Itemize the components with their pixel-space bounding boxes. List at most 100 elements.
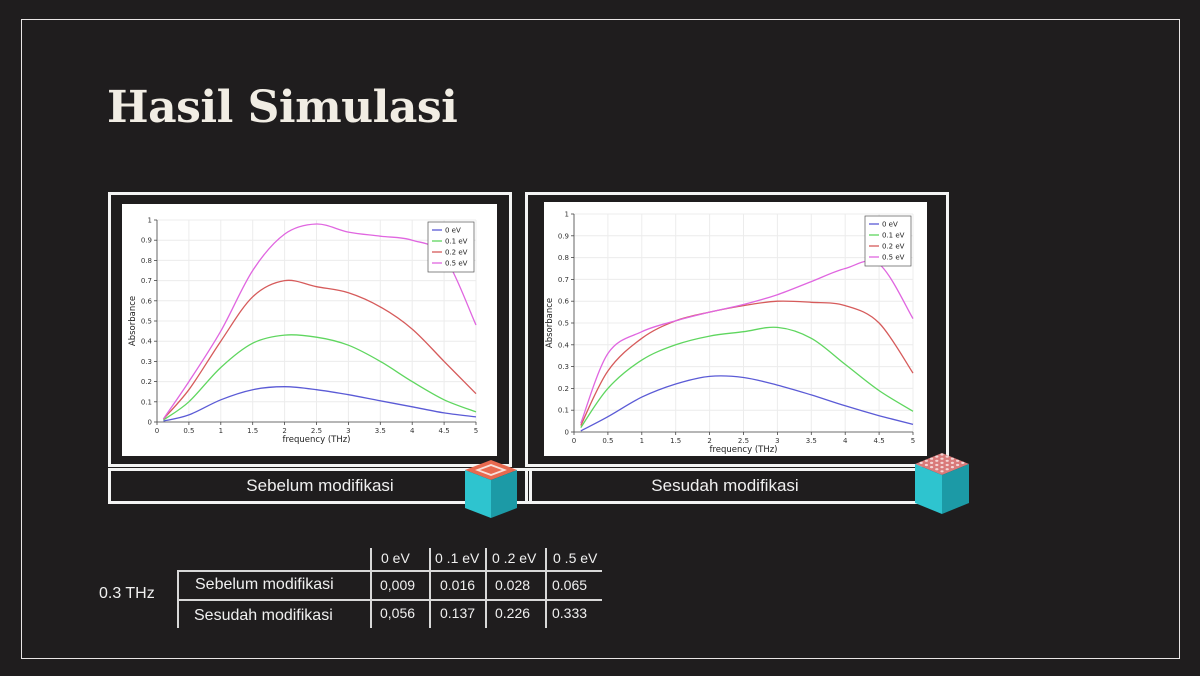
table-line-header bbox=[177, 570, 602, 572]
y-tick-label: 1 bbox=[565, 211, 569, 219]
y-tick-label: 0.1 bbox=[558, 407, 569, 415]
table-row-label-after: Sesudah modifikasi bbox=[194, 607, 333, 624]
series-line-01eV bbox=[580, 326, 914, 428]
unit-cell-after-icon bbox=[915, 453, 969, 514]
y-tick-label: 0.5 bbox=[141, 318, 152, 326]
legend-label: 0.2 eV bbox=[882, 243, 905, 251]
legend-label: 0 eV bbox=[445, 227, 461, 235]
y-tick-label: 0.6 bbox=[558, 298, 570, 306]
slide-title: Hasil Simulasi bbox=[107, 82, 458, 133]
legend-label: 0 eV bbox=[882, 221, 898, 229]
cube-dot bbox=[935, 459, 939, 462]
table-cell-after-0ev: 0,056 bbox=[380, 605, 416, 621]
x-tick-label: 3 bbox=[346, 427, 350, 435]
x-tick-label: 4.5 bbox=[874, 437, 885, 445]
y-tick-label: 0.7 bbox=[558, 276, 569, 284]
table-cell-before-02ev: 0.028 bbox=[495, 577, 531, 593]
series-line-0eV bbox=[163, 386, 477, 422]
cube-dot bbox=[924, 463, 928, 467]
series-line-02eV bbox=[580, 300, 914, 426]
table-header-05ev: 0 .5 eV bbox=[553, 550, 598, 566]
slide-border bbox=[21, 19, 1180, 659]
x-tick-label: 2 bbox=[707, 437, 711, 445]
cube-dot bbox=[956, 463, 960, 467]
legend-label: 0.5 eV bbox=[882, 254, 905, 262]
cube-dot bbox=[940, 470, 944, 473]
unit-cell-before-icon bbox=[465, 460, 517, 518]
y-tick-label: 1 bbox=[148, 217, 152, 225]
x-tick-label: 0 bbox=[572, 437, 576, 445]
cube-dot bbox=[945, 459, 949, 462]
caption-before: Sebelum modifikasi bbox=[108, 468, 532, 504]
table-divider-4 bbox=[545, 548, 547, 628]
table-line-left bbox=[177, 570, 179, 628]
cube-dot bbox=[950, 466, 954, 469]
x-tick-label: 1.5 bbox=[247, 427, 258, 435]
x-tick-label: 5 bbox=[911, 437, 915, 445]
table-cell-after-02ev: 0.226 bbox=[495, 605, 531, 621]
cube-dot bbox=[940, 466, 944, 469]
table-divider-2 bbox=[429, 548, 431, 628]
y-axis-label: Absorbance bbox=[545, 298, 555, 348]
table-header-01ev: 0 .1 eV bbox=[435, 550, 480, 566]
cube-dot bbox=[945, 468, 949, 471]
caption-after: Sesudah modifikasi bbox=[525, 468, 925, 504]
cube-dot bbox=[940, 457, 944, 460]
x-tick-label: 5 bbox=[474, 427, 478, 435]
y-axis-label: Absorbance bbox=[128, 296, 138, 346]
y-tick-label: 0.8 bbox=[558, 254, 569, 262]
x-axis-label: frequency (THz) bbox=[709, 445, 777, 455]
chart-panel-after bbox=[525, 192, 949, 467]
series-line-02eV bbox=[162, 279, 477, 420]
legend-label: 0.2 eV bbox=[445, 249, 468, 257]
cube-dot bbox=[935, 455, 939, 458]
table-line-middle bbox=[177, 599, 602, 601]
series-line-01eV bbox=[163, 334, 477, 421]
y-tick-label: 0.5 bbox=[558, 320, 569, 328]
chart-before-area: 0 0.5 1 1.5 2 2.5 3 3.5 4 4.5 5 0 0.1 0.2 0.3 0.4 0.5 0.6… bbox=[122, 204, 497, 456]
cube-dot bbox=[930, 461, 934, 464]
y-tick-label: 0 bbox=[148, 419, 152, 427]
cube-dot bbox=[950, 457, 954, 460]
legend-label: 0.1 eV bbox=[445, 238, 468, 246]
y-tick-label: 0.9 bbox=[141, 237, 152, 245]
y-tick-label: 0.2 bbox=[141, 378, 152, 386]
chart-panel-before bbox=[108, 192, 512, 467]
y-tick-label: 0.9 bbox=[558, 232, 569, 240]
cube-dot bbox=[961, 461, 965, 464]
series-line-05eV bbox=[162, 223, 477, 420]
legend-label: 0.1 eV bbox=[882, 232, 905, 240]
table-divider-1 bbox=[370, 548, 372, 628]
x-tick-label: 1 bbox=[219, 427, 223, 435]
chart-after-area: 0 0.5 1 1.5 2 2.5 3 3.5 4 4.5 5 0 0.1 0.2 0.3 0.4 0.5 0.6… bbox=[544, 202, 927, 456]
cube-dot bbox=[919, 461, 923, 464]
x-tick-label: 0 bbox=[155, 427, 159, 435]
y-tick-label: 0 bbox=[565, 429, 569, 437]
table-cell-before-05ev: 0.065 bbox=[552, 577, 588, 593]
chart-after: 0 0.5 1 1.5 2 2.5 3 3.5 4 4.5 5 0 0.1 0.2 0.3 0.4 0.5 0.6… bbox=[545, 211, 915, 456]
table-cell-after-01ev: 0.137 bbox=[440, 605, 476, 621]
y-tick-label: 0.3 bbox=[141, 358, 152, 366]
x-tick-label: 4 bbox=[843, 437, 848, 445]
cube-dot bbox=[940, 461, 944, 464]
table-cell-before-0ev: 0,009 bbox=[380, 577, 416, 593]
y-tick-label: 0.6 bbox=[141, 297, 153, 305]
y-tick-label: 0.1 bbox=[141, 398, 152, 406]
legend-label: 0.5 eV bbox=[445, 260, 468, 268]
table-frequency-label: 0.3 THz bbox=[99, 585, 155, 602]
y-tick-label: 0.4 bbox=[141, 338, 153, 346]
x-tick-label: 3 bbox=[775, 437, 779, 445]
table-cell-before-01ev: 0.016 bbox=[440, 577, 476, 593]
x-tick-label: 2 bbox=[282, 427, 286, 435]
x-tick-label: 1.5 bbox=[670, 437, 681, 445]
cube-dot bbox=[945, 463, 949, 467]
series-line-05eV bbox=[580, 260, 914, 424]
x-axis-label: frequency (THz) bbox=[282, 435, 350, 445]
y-tick-label: 0.4 bbox=[558, 341, 570, 349]
table-divider-3 bbox=[485, 548, 487, 628]
x-tick-label: 1 bbox=[640, 437, 644, 445]
cube-dot bbox=[945, 455, 949, 458]
table-header-0ev: 0 eV bbox=[381, 550, 410, 566]
x-tick-label: 4.5 bbox=[439, 427, 450, 435]
cube-dot bbox=[935, 463, 939, 467]
